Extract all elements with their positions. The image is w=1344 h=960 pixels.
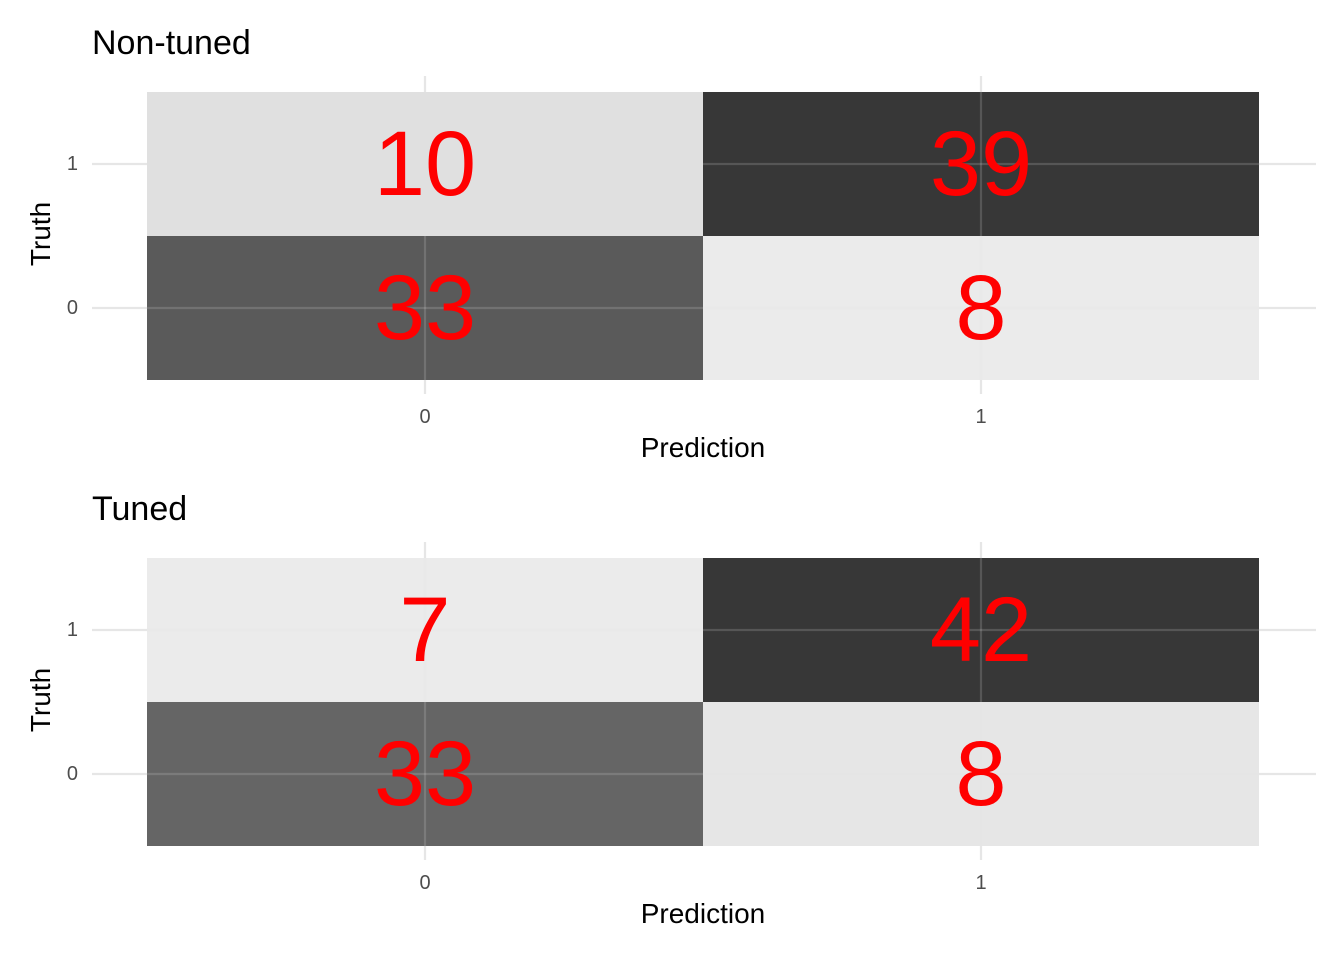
heatmap-tile <box>703 92 1259 236</box>
x-tick-label: 1 <box>975 406 986 428</box>
x-axis-title: Prediction <box>641 432 766 463</box>
x-tick-label: 0 <box>419 406 430 428</box>
cell-value-label: 39 <box>930 113 1032 215</box>
cell-value-label: 8 <box>955 257 1006 359</box>
x-tick-label: 1 <box>975 872 986 894</box>
panel-title: Non-tuned <box>92 24 251 62</box>
cell-value-label: 33 <box>374 257 476 359</box>
x-tick-label: 0 <box>419 872 430 894</box>
y-tick-label: 1 <box>67 153 78 175</box>
cell-value-label: 42 <box>930 579 1032 681</box>
y-tick-label: 1 <box>67 619 78 641</box>
y-axis-title: Truth <box>25 668 56 732</box>
heatmap-tile <box>147 702 703 846</box>
y-axis-title: Truth <box>25 202 56 266</box>
heatmap-tile <box>703 236 1259 380</box>
panel-title: Tuned <box>92 490 187 528</box>
cell-value-label: 10 <box>374 113 476 215</box>
cell-value-label: 7 <box>399 579 450 681</box>
x-axis-title: Prediction <box>641 898 766 929</box>
confusion-matrix-panel: 7 42 33 8 0 1 0 1 Tuned Prediction Truth <box>25 490 1316 929</box>
heatmap-tile <box>703 558 1259 702</box>
heatmap-tile <box>147 236 703 380</box>
y-tick-label: 0 <box>67 297 78 319</box>
y-tick-label: 0 <box>67 763 78 785</box>
heatmap-tile <box>147 92 703 236</box>
cell-value-label: 8 <box>955 723 1006 825</box>
heatmap-tile <box>703 702 1259 846</box>
heatmap-tile <box>147 558 703 702</box>
cell-value-label: 33 <box>374 723 476 825</box>
